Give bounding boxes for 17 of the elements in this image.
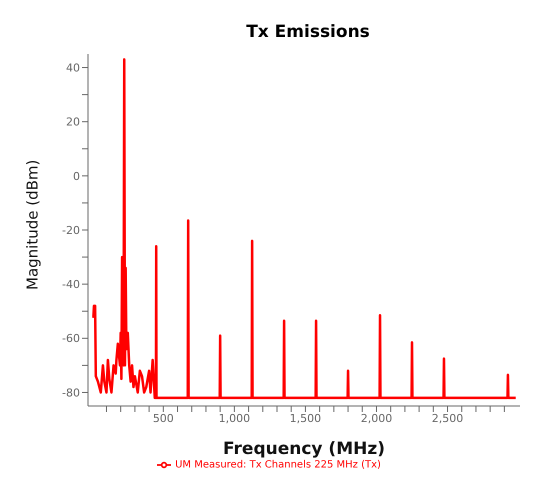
x-tick-label: 500	[152, 412, 174, 425]
x-tick-label: 1,500	[290, 412, 322, 425]
y-axis-title: Magnitude (dBm)	[23, 160, 42, 290]
legend-label: UM Measured: Tx Channels 225 MHz (Tx)	[175, 460, 381, 471]
y-tick-label: 20	[66, 116, 80, 129]
y-tick-label: -60	[62, 332, 80, 346]
y-tick-label: -20	[62, 224, 80, 237]
x-tick-label: 2,000	[360, 412, 392, 425]
x-axis-title: Frequency (MHz)	[223, 439, 385, 459]
y-tick-label: 40	[66, 61, 80, 74]
x-tick-label: 2,500	[432, 412, 464, 425]
line-series	[91, 58, 517, 400]
y-tick-label: -40	[62, 278, 80, 292]
x-tick-label: 1,000	[218, 412, 250, 425]
y-tick-label: 0	[73, 170, 80, 183]
y-tick-label: -80	[62, 386, 80, 400]
chart-title: Tx Emissions	[245, 21, 371, 42]
